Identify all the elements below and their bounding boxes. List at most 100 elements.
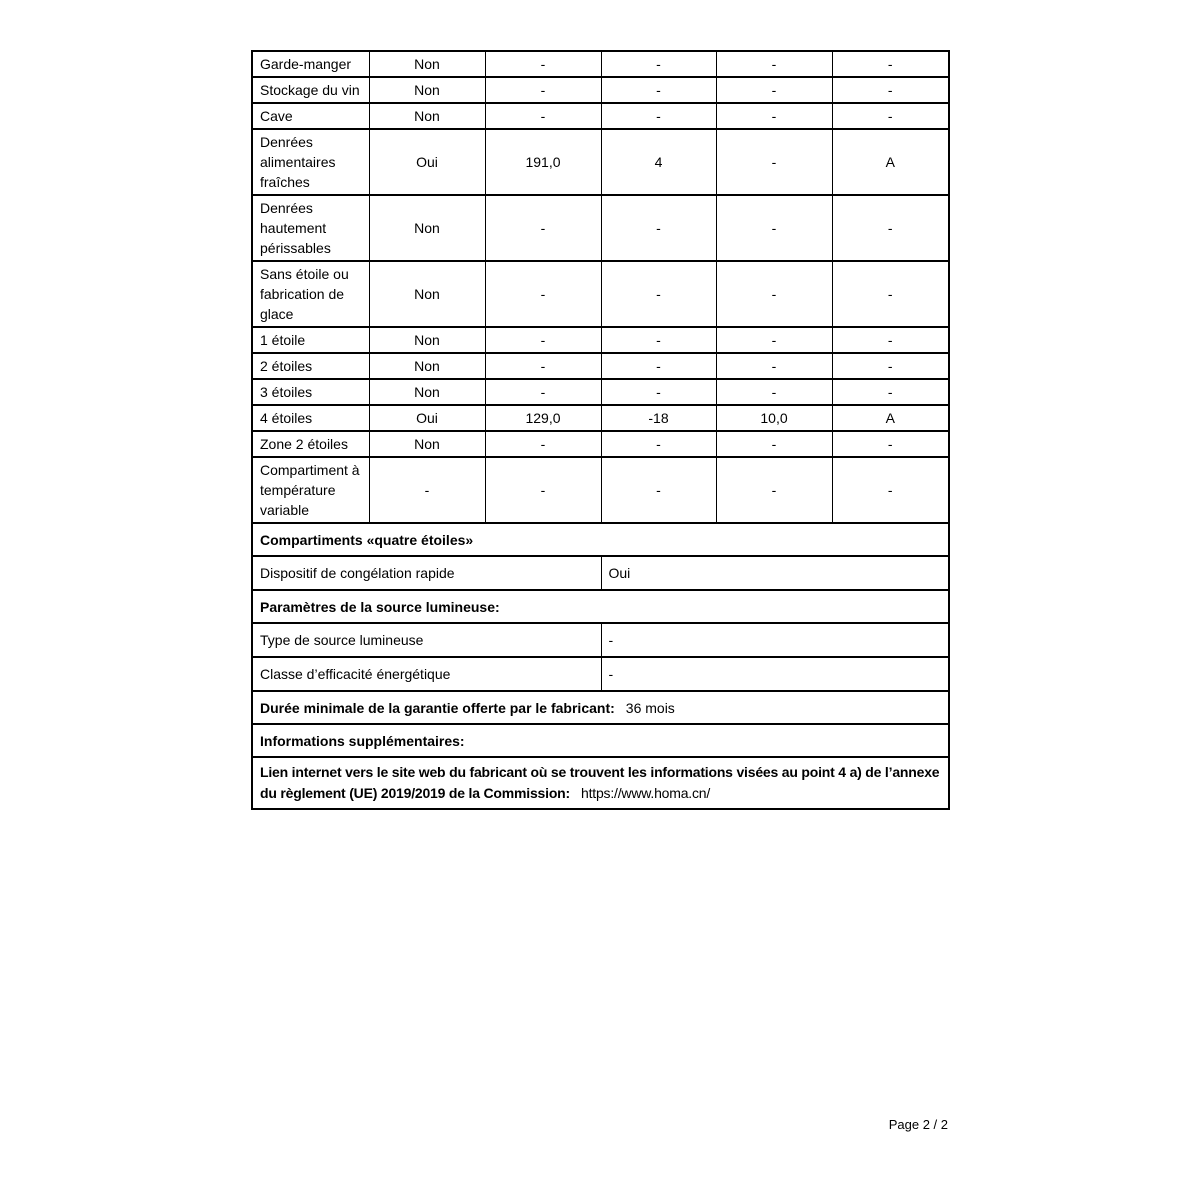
compartment-value: - <box>484 352 602 380</box>
compartment-value: - <box>484 430 602 458</box>
compartment-value: Non <box>368 194 486 262</box>
compartment-value: - <box>600 76 717 104</box>
table-row: Compartiment à température variable - - … <box>251 456 950 524</box>
compartment-value: - <box>715 194 833 262</box>
table-row: Durée minimale de la garantie offerte pa… <box>251 690 950 725</box>
table-row: Classe d’efficacité énergétique - <box>251 656 950 692</box>
guarantee-label: Durée minimale de la garantie offerte pa… <box>260 699 615 716</box>
compartment-value: - <box>831 326 950 354</box>
compartment-value: - <box>715 430 833 458</box>
table-row: Sans étoile ou fabrication de glace Non … <box>251 260 950 328</box>
compartment-value: - <box>715 128 833 196</box>
table-row: 3 étoiles Non - - - - <box>251 378 950 406</box>
compartment-value: Non <box>368 326 486 354</box>
light-source-type-label: Type de source lumineuse <box>251 622 602 658</box>
compartment-value: - <box>715 326 833 354</box>
compartment-value: - <box>484 326 602 354</box>
compartment-label: Zone 2 étoiles <box>251 430 370 458</box>
compartment-value: - <box>831 378 950 406</box>
compartment-label: Stockage du vin <box>251 76 370 104</box>
table-row: Dispositif de congélation rapide Oui <box>251 555 950 591</box>
compartment-value: - <box>831 456 950 524</box>
compartment-value: Non <box>368 378 486 406</box>
compartment-value: Oui <box>368 404 486 432</box>
product-fiche-table: Garde-manger Non - - - - Stockage du vin… <box>251 50 950 810</box>
additional-info-label: Informations supplémentaires: <box>251 723 950 758</box>
compartment-value: - <box>831 76 950 104</box>
compartment-value: - <box>715 352 833 380</box>
compartment-value: - <box>368 456 486 524</box>
table-row: 4 étoiles Oui 129,0 -18 10,0 A <box>251 404 950 432</box>
compartment-value: Non <box>368 102 486 130</box>
compartment-label: Compartiment à température variable <box>251 456 370 524</box>
compartment-value: Non <box>368 50 486 78</box>
table-row: Garde-manger Non - - - - <box>251 50 950 78</box>
compartment-value: - <box>715 456 833 524</box>
table-row: Type de source lumineuse - <box>251 622 950 658</box>
table-row: Stockage du vin Non - - - - <box>251 76 950 104</box>
compartment-value: Oui <box>368 128 486 196</box>
compartment-value: 129,0 <box>484 404 602 432</box>
compartment-label: 1 étoile <box>251 326 370 354</box>
compartment-value: - <box>484 456 602 524</box>
compartment-value: A <box>831 404 950 432</box>
compartment-label: 2 étoiles <box>251 352 370 380</box>
compartment-value: - <box>831 260 950 328</box>
section-header-row: Paramètres de la source lumineuse: <box>251 589 950 624</box>
compartment-value: - <box>831 102 950 130</box>
light-source-type-value: - <box>600 622 950 658</box>
compartment-value: - <box>831 352 950 380</box>
compartment-value: - <box>600 352 717 380</box>
compartment-value: Non <box>368 76 486 104</box>
compartment-label: Denrées alimentaires fraîches <box>251 128 370 196</box>
compartment-value: - <box>484 378 602 406</box>
manufacturer-link-label: Lien internet vers le site web du fabric… <box>260 764 940 801</box>
section-header-row: Informations supplémentaires: <box>251 723 950 758</box>
section-header-row: Compartiments «quatre étoiles» <box>251 522 950 557</box>
compartment-value: - <box>715 102 833 130</box>
table-row: 2 étoiles Non - - - - <box>251 352 950 380</box>
compartment-value: - <box>600 378 717 406</box>
section-header-four-star: Compartiments «quatre étoiles» <box>251 522 950 557</box>
table-row: Lien internet vers le site web du fabric… <box>251 756 950 810</box>
energy-class-value: - <box>600 656 950 692</box>
page-number: Page 2 / 2 <box>888 1117 948 1132</box>
compartment-label: 3 étoiles <box>251 378 370 406</box>
compartment-value: Non <box>368 260 486 328</box>
compartment-value: 191,0 <box>484 128 602 196</box>
table-row: 1 étoile Non - - - - <box>251 326 950 354</box>
guarantee-row: Durée minimale de la garantie offerte pa… <box>251 690 950 725</box>
compartment-value: - <box>484 194 602 262</box>
table-row: Zone 2 étoiles Non - - - - <box>251 430 950 458</box>
compartment-value: - <box>831 194 950 262</box>
table-row: Cave Non - - - - <box>251 102 950 130</box>
compartment-value: -18 <box>600 404 717 432</box>
compartment-value: - <box>715 260 833 328</box>
compartment-value: - <box>600 326 717 354</box>
table-row: Denrées hautement périssables Non - - - … <box>251 194 950 262</box>
compartment-value: - <box>484 260 602 328</box>
section-header-light-source: Paramètres de la source lumineuse: <box>251 589 950 624</box>
compartment-value: 10,0 <box>715 404 833 432</box>
compartment-label: 4 étoiles <box>251 404 370 432</box>
compartment-label: Cave <box>251 102 370 130</box>
compartment-value: - <box>715 378 833 406</box>
energy-class-label: Classe d’efficacité énergétique <box>251 656 602 692</box>
fast-freeze-value: Oui <box>600 555 950 591</box>
compartment-value: - <box>600 430 717 458</box>
fast-freeze-label: Dispositif de congélation rapide <box>251 555 602 591</box>
compartment-label: Denrées hautement périssables <box>251 194 370 262</box>
manufacturer-link-url: https://www.homa.cn/ <box>581 785 711 801</box>
compartment-value: Non <box>368 430 486 458</box>
compartment-value: A <box>831 128 950 196</box>
guarantee-value: 36 mois <box>625 699 675 716</box>
compartment-value: - <box>600 260 717 328</box>
compartment-value: - <box>831 430 950 458</box>
manufacturer-link-row: Lien internet vers le site web du fabric… <box>251 756 950 810</box>
compartment-value: - <box>831 50 950 78</box>
compartment-label: Sans étoile ou fabrication de glace <box>251 260 370 328</box>
compartment-value: - <box>600 50 717 78</box>
compartment-value: 4 <box>600 128 717 196</box>
compartment-value: - <box>600 102 717 130</box>
